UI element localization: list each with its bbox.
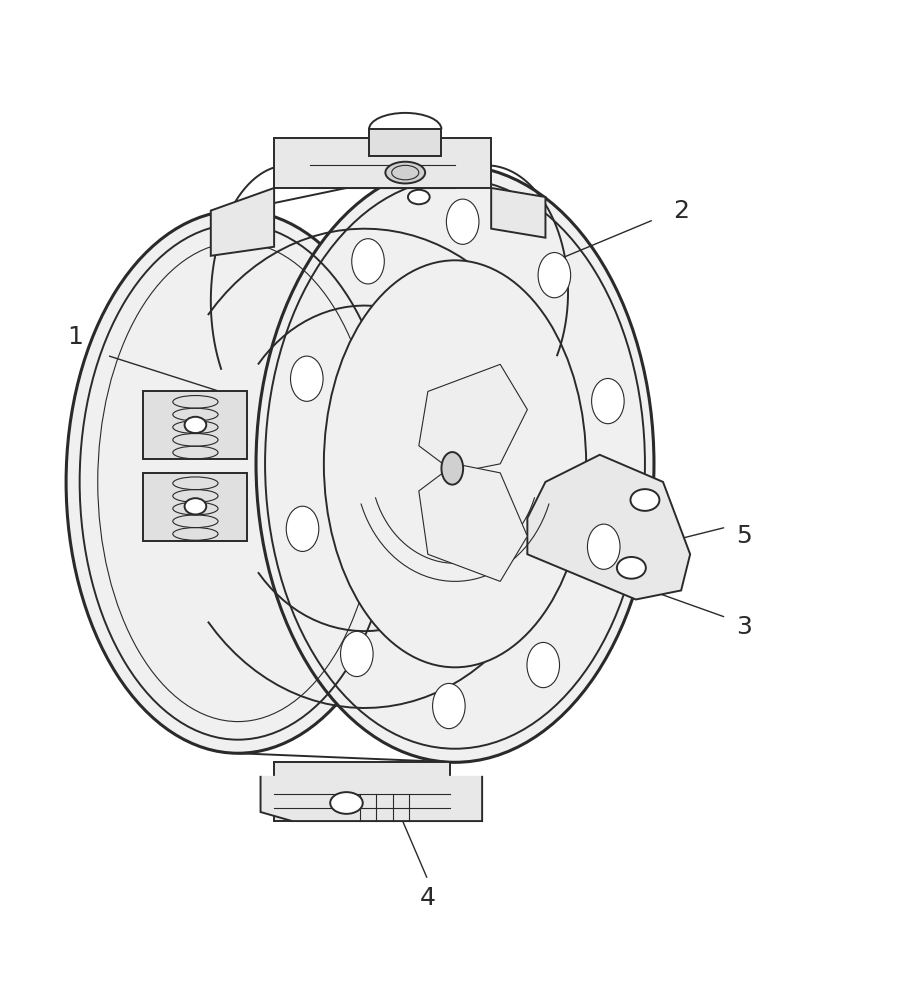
Text: 2: 2 xyxy=(673,199,689,223)
FancyBboxPatch shape xyxy=(143,473,247,541)
Ellipse shape xyxy=(432,683,465,729)
Polygon shape xyxy=(528,455,690,599)
Ellipse shape xyxy=(385,162,425,183)
Ellipse shape xyxy=(340,631,373,677)
Ellipse shape xyxy=(290,356,323,401)
Text: 4: 4 xyxy=(420,886,436,910)
Ellipse shape xyxy=(441,452,463,485)
Polygon shape xyxy=(419,364,528,473)
Ellipse shape xyxy=(527,642,560,688)
Text: 5: 5 xyxy=(736,524,753,548)
Ellipse shape xyxy=(66,211,410,753)
Ellipse shape xyxy=(408,190,430,204)
Ellipse shape xyxy=(185,417,207,433)
Ellipse shape xyxy=(324,260,586,667)
Ellipse shape xyxy=(631,489,660,511)
FancyBboxPatch shape xyxy=(274,138,491,188)
Ellipse shape xyxy=(256,165,654,762)
Ellipse shape xyxy=(447,199,479,244)
Polygon shape xyxy=(211,188,274,256)
Polygon shape xyxy=(419,464,528,581)
FancyBboxPatch shape xyxy=(274,762,450,821)
Polygon shape xyxy=(491,188,545,238)
Polygon shape xyxy=(260,776,482,821)
Ellipse shape xyxy=(588,524,620,569)
Ellipse shape xyxy=(330,792,363,814)
Ellipse shape xyxy=(287,506,318,551)
Ellipse shape xyxy=(538,253,571,298)
FancyBboxPatch shape xyxy=(369,129,441,156)
Text: 1: 1 xyxy=(67,325,83,349)
Ellipse shape xyxy=(185,498,207,514)
Ellipse shape xyxy=(352,239,384,284)
Ellipse shape xyxy=(592,378,624,424)
Text: 3: 3 xyxy=(736,615,753,639)
FancyBboxPatch shape xyxy=(143,391,247,459)
Ellipse shape xyxy=(617,557,646,579)
